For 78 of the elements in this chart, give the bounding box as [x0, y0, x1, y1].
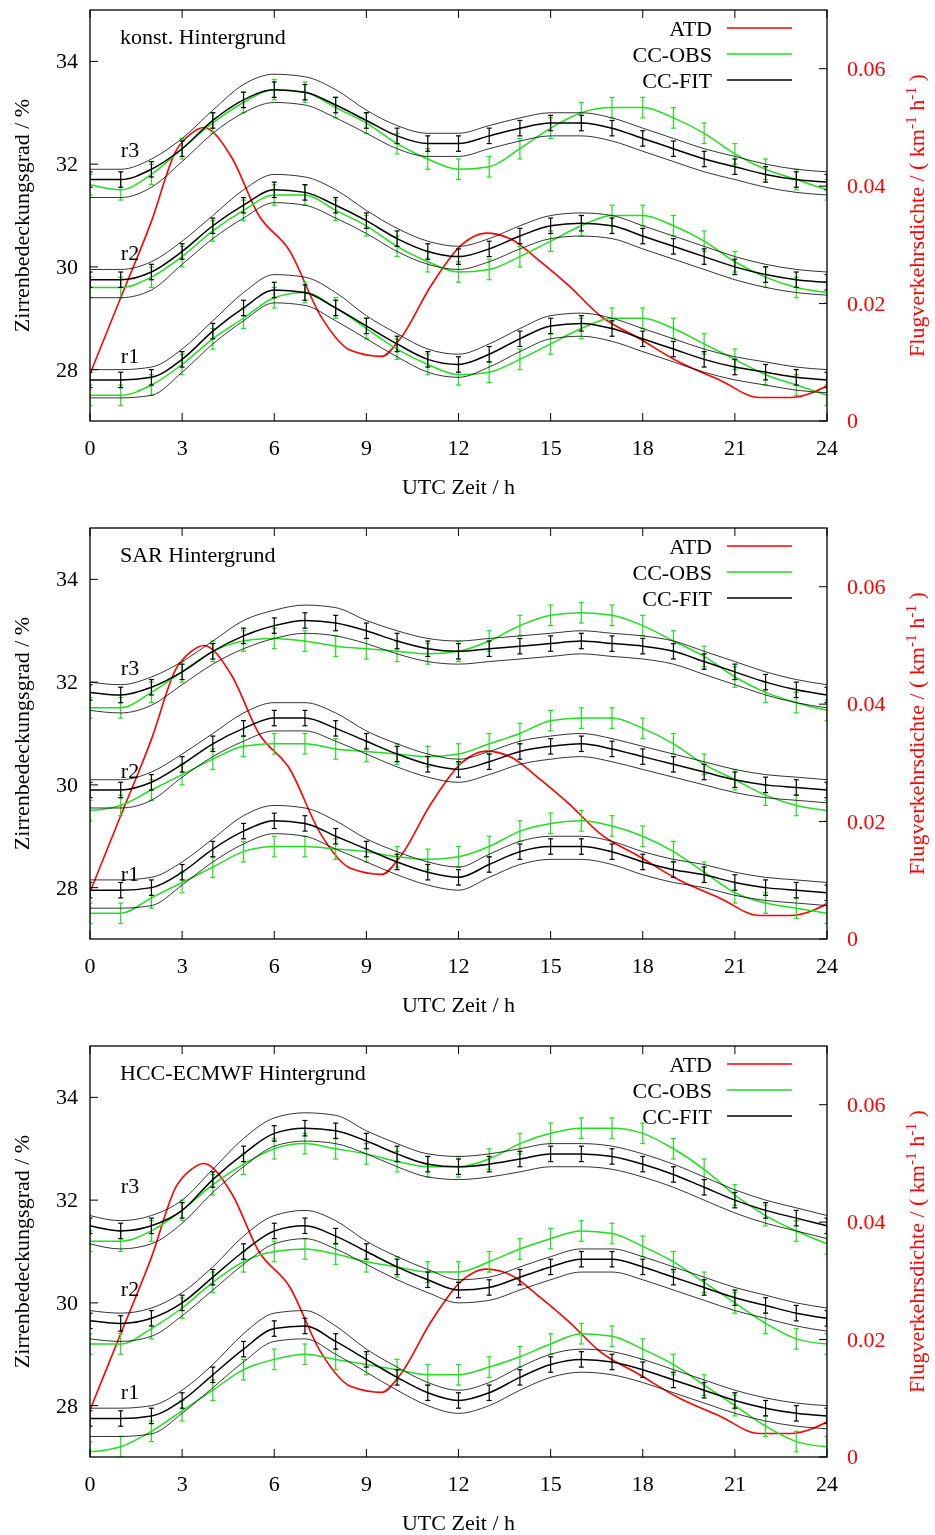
x-tick-label: 3 — [176, 1471, 188, 1496]
text: konst. Hintergrund — [120, 24, 286, 49]
y-tick-label: 30 — [56, 771, 78, 797]
x-tick-label: 3 — [176, 435, 188, 460]
x-tick-label: 24 — [816, 1471, 838, 1496]
legend-label: CC-OBS — [632, 1078, 712, 1103]
x-tick-label: 12 — [447, 435, 470, 460]
x-tick-label: 21 — [723, 435, 746, 460]
legend-label: ATD — [669, 16, 712, 41]
legend-label: ATD — [669, 1052, 712, 1077]
x-tick-label: 18 — [631, 1471, 654, 1496]
y2-tick-label: 0.06 — [847, 1091, 886, 1117]
x-tick-label: 15 — [539, 953, 562, 978]
y2-tick-label: 0 — [847, 926, 858, 951]
x-tick-label: 12 — [447, 953, 470, 978]
legend-label: CC-FIT — [642, 68, 713, 93]
annotation: r2 — [120, 1276, 140, 1301]
x-tick-label: 0 — [84, 435, 96, 460]
y-tick-label: 30 — [56, 253, 78, 279]
x-tick-label: 24 — [816, 953, 838, 978]
annotation: r3 — [120, 137, 140, 162]
y2-tick-label: 0.04 — [847, 1209, 886, 1235]
x-axis-title: UTC Zeit / h — [401, 1510, 516, 1535]
legend-label: CC-OBS — [632, 560, 712, 585]
y2-tick-label: 0.06 — [847, 573, 886, 599]
legend-label: CC-FIT — [642, 586, 713, 611]
y-axis-title: Zirrenbedeckungsgrad / % — [9, 98, 34, 333]
y-tick-label: 30 — [56, 1289, 78, 1315]
y-tick-label: 32 — [56, 1187, 78, 1213]
x-tick-label: 18 — [631, 953, 654, 978]
annotation: r2 — [120, 758, 140, 783]
y2-tick-label: 0.02 — [847, 808, 886, 834]
annotation: r3 — [120, 655, 140, 680]
y-tick-label: 34 — [56, 566, 78, 592]
x-tick-label: 9 — [360, 435, 372, 460]
y2-tick-label: 0 — [847, 1444, 858, 1469]
annotation: r1 — [120, 343, 140, 368]
x-tick-label: 0 — [84, 1471, 96, 1496]
x-tick-label: 0 — [84, 953, 96, 978]
x-tick-label: 9 — [360, 953, 372, 978]
annotation: r1 — [120, 861, 140, 886]
legend-label: CC-FIT — [642, 1104, 713, 1129]
y-tick-label: 34 — [56, 48, 78, 74]
y-tick-label: 34 — [56, 1084, 78, 1110]
y2-tick-label: 0 — [847, 408, 858, 433]
y2-tick-label: 0.02 — [847, 1326, 886, 1352]
x-tick-label: 24 — [816, 435, 838, 460]
x-tick-label: 3 — [176, 953, 188, 978]
x-tick-label: 21 — [723, 953, 746, 978]
x-tick-label: 12 — [447, 1471, 470, 1496]
x-tick-label: 6 — [268, 1471, 280, 1496]
annotation: r2 — [120, 240, 140, 265]
y2-tick-label: 0.06 — [847, 55, 886, 81]
text: HCC-ECMWF Hintergrund — [120, 1060, 366, 1085]
x-axis-title: UTC Zeit / h — [401, 474, 516, 499]
y-axis-title: Zirrenbedeckungsgrad / % — [9, 616, 34, 851]
y2-tick-label: 0.02 — [847, 290, 886, 316]
x-tick-label: 15 — [539, 435, 562, 460]
y2-tick-label: 0.04 — [847, 691, 886, 717]
x-axis-title: UTC Zeit / h — [401, 992, 516, 1017]
legend-label: ATD — [669, 534, 712, 559]
y-tick-label: 32 — [56, 151, 78, 177]
legend-label: CC-OBS — [632, 42, 712, 67]
x-tick-label: 21 — [723, 1471, 746, 1496]
y-tick-label: 28 — [56, 1392, 78, 1418]
x-tick-label: 18 — [631, 435, 654, 460]
y-tick-label: 28 — [56, 356, 78, 382]
annotation: r1 — [120, 1379, 140, 1404]
text: SAR Hintergrund — [120, 542, 276, 567]
y2-tick-label: 0.04 — [847, 173, 886, 199]
y-tick-label: 28 — [56, 874, 78, 900]
x-tick-label: 9 — [360, 1471, 372, 1496]
x-tick-label: 15 — [539, 1471, 562, 1496]
y-axis-title: Zirrenbedeckungsgrad / % — [9, 1134, 34, 1369]
annotation: r3 — [120, 1173, 140, 1198]
y-tick-label: 32 — [56, 669, 78, 695]
x-tick-label: 6 — [268, 953, 280, 978]
x-tick-label: 6 — [268, 435, 280, 460]
